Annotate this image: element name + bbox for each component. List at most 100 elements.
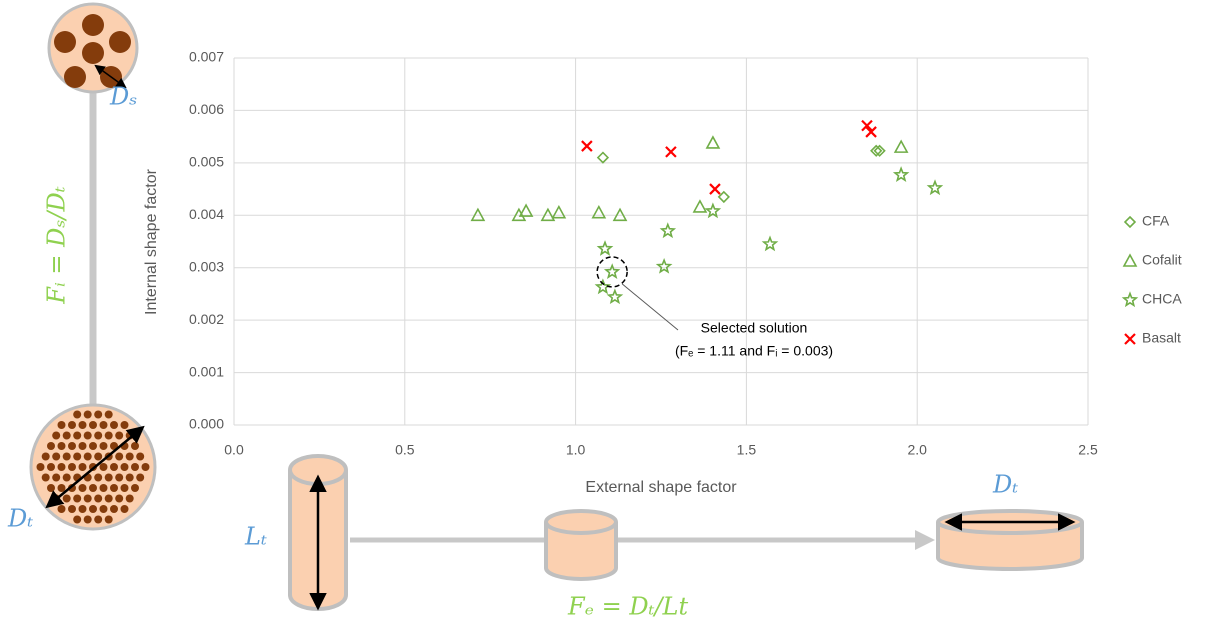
particle: [125, 452, 134, 461]
particle: [52, 473, 61, 482]
legend-label: CFA: [1142, 213, 1170, 229]
point: [717, 190, 730, 204]
legend-label: Basalt: [1142, 330, 1181, 346]
annotation-text: Selected solution: [701, 320, 808, 336]
particle: [68, 421, 76, 429]
particle: [73, 452, 82, 461]
particle: [120, 505, 129, 513]
point: [705, 135, 721, 149]
particle: [89, 505, 97, 513]
y-axis-label: Internal shape factor: [143, 168, 160, 315]
point: [603, 263, 621, 280]
ds-label: Dₛ: [109, 83, 137, 111]
particle: [99, 484, 108, 492]
particle: [120, 421, 129, 429]
legend-label: Cofalit: [1142, 252, 1182, 268]
particle: [94, 431, 103, 440]
particle: [136, 473, 145, 482]
particle: [125, 473, 134, 482]
legend-label: CHCA: [1142, 291, 1182, 307]
x-tick-label: 2.5: [1078, 442, 1098, 458]
particle: [94, 452, 103, 461]
particle: [73, 494, 82, 503]
annotation-circle: [596, 256, 628, 288]
particle: [41, 452, 50, 461]
point: [665, 146, 677, 158]
annotation-text: (Fₑ = 1.11 and Fᵢ = 0.003): [675, 343, 833, 359]
particle: [78, 463, 87, 471]
point: [596, 240, 614, 256]
lt-label: Lₜ: [244, 523, 267, 551]
point: [596, 151, 610, 164]
particle: [83, 494, 92, 503]
point: [870, 144, 883, 157]
particle: [36, 463, 45, 471]
annotation-leader: [621, 283, 679, 331]
particle: [120, 463, 129, 471]
particle: [83, 452, 92, 461]
particle: [89, 442, 97, 450]
point: [655, 258, 673, 274]
point: [873, 144, 886, 157]
particle: [57, 484, 66, 492]
point: [692, 199, 708, 213]
y-tick-label: 0.002: [189, 311, 224, 327]
legend-marker: [1122, 253, 1138, 267]
particle: [83, 515, 92, 524]
y-tick-label: 0.006: [189, 101, 224, 117]
particle: [62, 452, 71, 461]
x-tick-label: 1.5: [737, 442, 757, 458]
left-diagram: Dₛ Fᵢ = Dₛ/Dₜ Dₜ: [7, 2, 157, 533]
particle: [104, 515, 113, 524]
particle: [99, 463, 108, 471]
particle: [94, 494, 103, 503]
particle: [115, 473, 124, 482]
y-tick-label: 0.003: [189, 258, 224, 274]
particle: [141, 463, 150, 471]
particle: [131, 442, 139, 450]
particle: [52, 431, 61, 440]
particle: [78, 442, 87, 450]
x-tick-label: 0.5: [395, 442, 415, 458]
particle: [73, 410, 82, 419]
point: [540, 207, 556, 222]
particle: [47, 484, 55, 492]
particle: [68, 505, 76, 513]
particle: [57, 463, 66, 471]
particle: [104, 473, 113, 482]
particle: [68, 442, 76, 450]
y-tick-label: 0.005: [189, 154, 224, 170]
point: [551, 204, 567, 219]
y-tick-label: 0.007: [189, 49, 224, 65]
y-tick-label: 0.004: [189, 206, 224, 222]
particle: [110, 421, 118, 429]
particle: [110, 463, 118, 471]
legend-marker: [1124, 333, 1136, 345]
dt-right-label: Dₜ: [992, 471, 1018, 499]
particle: [47, 463, 55, 471]
point: [892, 166, 910, 183]
particle: [99, 421, 108, 429]
point: [511, 207, 527, 222]
point: [518, 203, 534, 217]
particle: [78, 484, 87, 492]
point: [594, 278, 612, 295]
particle: [115, 431, 124, 440]
particle: [57, 421, 66, 429]
particle: [99, 505, 108, 513]
particle: [104, 494, 113, 503]
particle: [94, 410, 103, 419]
particle: [41, 473, 50, 482]
point: [865, 126, 877, 138]
point: [606, 288, 624, 305]
particle: [73, 515, 82, 524]
x-tick-label: 0.0: [224, 442, 244, 458]
particle: [104, 410, 113, 419]
particle: [62, 431, 71, 440]
x-tick-label: 1.0: [566, 442, 586, 458]
particle: [52, 452, 61, 461]
point: [581, 140, 593, 152]
dt-left-label: Dₜ: [7, 505, 33, 533]
fe-label: Fₑ = Dₜ/Lt: [567, 593, 688, 621]
particle: [78, 505, 87, 513]
